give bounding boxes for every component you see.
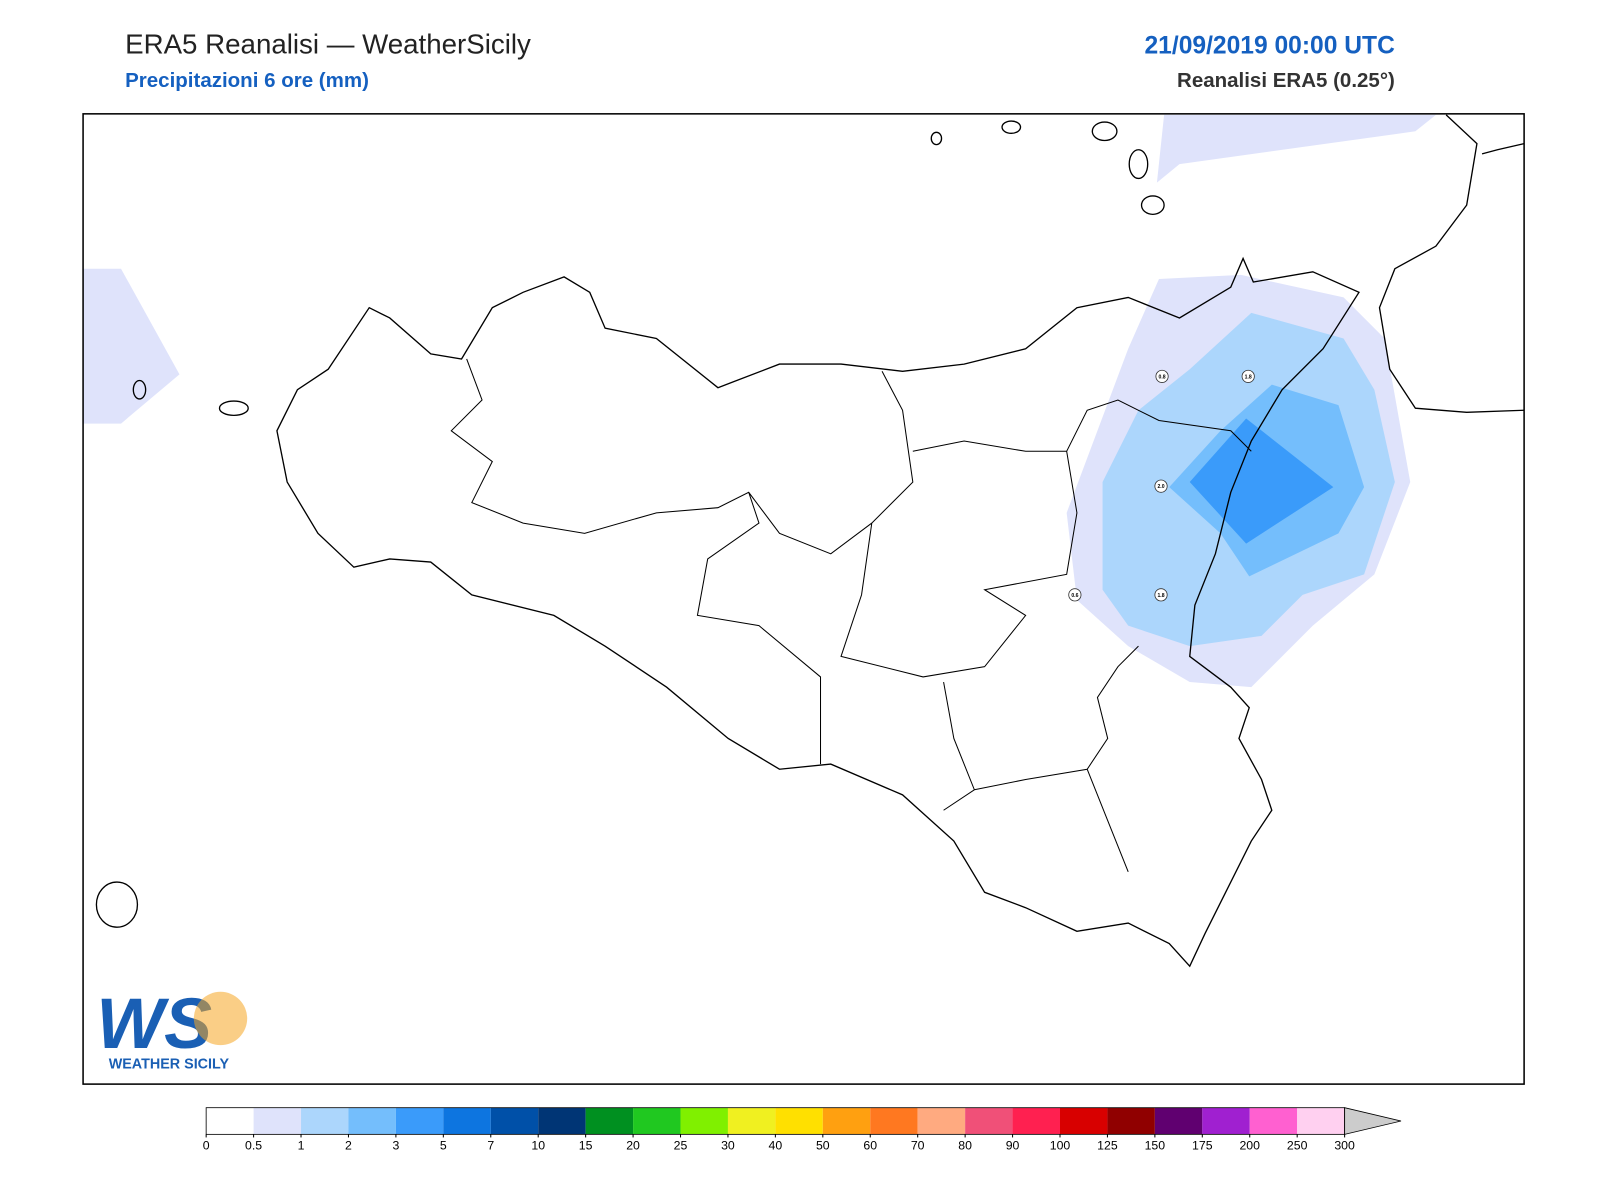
colorbar-tick-label: 80 (958, 1139, 972, 1153)
precip-area (1156, 114, 1436, 183)
logo-name: WEATHER SICILY (109, 1057, 230, 1073)
colorbar-tick-label: 125 (1097, 1139, 1118, 1153)
colorbar-segment (1202, 1107, 1250, 1135)
colorbar-segment (1060, 1107, 1108, 1135)
colorbar-segment (1107, 1107, 1155, 1135)
colorbar-tick-label: 250 (1287, 1139, 1308, 1153)
station-marker (1155, 369, 1169, 383)
colorbar-segment (1249, 1107, 1298, 1135)
colorbar-segment (395, 1107, 444, 1135)
colorbar-tick-label: 1 (298, 1139, 305, 1153)
colorbar-tick-label: 15 (579, 1139, 593, 1153)
precip-area (83, 268, 180, 424)
colorbar-segment (822, 1107, 871, 1135)
colorbar-tick-label: 150 (1145, 1139, 1166, 1153)
title: ERA5 Reanalisi — WeatherSicily (125, 28, 531, 59)
colorbar-segment (585, 1107, 634, 1135)
station-marker (1241, 369, 1255, 383)
colorbar-segment (1012, 1107, 1060, 1135)
colorbar-tick-label: 30 (721, 1139, 735, 1153)
colorbar-tick-label: 60 (863, 1139, 877, 1153)
model-label: Reanalisi ERA5 (0.25°) (1177, 69, 1395, 92)
colorbar-segment (1154, 1107, 1203, 1135)
colorbar-segment (1297, 1107, 1345, 1135)
colorbar-segment (443, 1107, 491, 1135)
colorbar-segment (965, 1107, 1013, 1135)
stations: 0.8 1.8 2.0 0.6 1.8 (1068, 369, 1255, 602)
colorbar-segment (870, 1107, 918, 1135)
colorbar-segment (490, 1107, 539, 1135)
province-border (450, 358, 1252, 872)
colorbar-tick-label: 100 (1050, 1139, 1071, 1153)
station-marker (1068, 588, 1082, 602)
colorbar-segment (917, 1107, 966, 1135)
colorbar-tick-label: 7 (487, 1139, 494, 1153)
colorbar-segment (538, 1107, 586, 1135)
colorbar-tick-label: 2 (345, 1139, 352, 1153)
colorbar-tick-label: 40 (769, 1139, 783, 1153)
precip-field (83, 114, 1436, 688)
datetime: 21/09/2019 00:00 UTC (1144, 32, 1395, 59)
islands (95, 120, 1165, 928)
colorbar-tick-label: 300 (1334, 1139, 1355, 1153)
colorbar-extension (1344, 1107, 1402, 1135)
colorbar-segment (727, 1107, 776, 1135)
colorbar-segment (253, 1107, 302, 1135)
colorbar-tick-label: 50 (816, 1139, 830, 1153)
station-value: 0.8 (1158, 374, 1165, 380)
station-value: 1.8 (1245, 374, 1252, 380)
colorbar-tick-label: 10 (531, 1139, 545, 1153)
colorbar-segment (633, 1107, 681, 1135)
station-value: 0.6 (1071, 593, 1078, 599)
colorbar-tick-label: 90 (1006, 1139, 1020, 1153)
colorbar-tick-label: 20 (626, 1139, 640, 1153)
coastline (1378, 114, 1525, 413)
colorbar-tick-label: 175 (1192, 1139, 1213, 1153)
colorbar-segment (301, 1107, 349, 1135)
map-frame (82, 113, 1525, 1085)
colorbar: 0 0.5 1 2 3 5 7 10 15 20 25 30 40 50 60 70 80 90 100 125 150… (203, 1107, 1402, 1153)
station-marker (1154, 479, 1168, 493)
colorbar-tick-label: 25 (674, 1139, 688, 1153)
logo-mark: WS (96, 984, 212, 1064)
colorbar-segment (206, 1107, 254, 1135)
colorbar-tick-label: 0.5 (245, 1139, 262, 1153)
colorbar-tick-label: 5 (440, 1139, 447, 1153)
colorbar-tick-label: 0 (203, 1139, 210, 1153)
colorbar-segment (775, 1107, 823, 1135)
coastline (276, 256, 1360, 968)
logo-sun (193, 991, 248, 1046)
station-value: 2.0 (1157, 484, 1164, 490)
colorbar-tick-label: 200 (1239, 1139, 1260, 1153)
colorbar-segment (680, 1107, 728, 1135)
map: 0.8 1.8 2.0 0.6 1.8 (82, 113, 1525, 1085)
colorbar-segment (348, 1107, 396, 1135)
subtitle: Precipitazioni 6 ore (mm) (125, 69, 369, 92)
colorbar-tick-label: 3 (392, 1139, 399, 1153)
station-value: 1.8 (1157, 593, 1164, 599)
logo: WS WEATHER SICILY (96, 984, 248, 1073)
colorbar-tick-label: 70 (911, 1139, 925, 1153)
station-marker (1154, 588, 1168, 602)
